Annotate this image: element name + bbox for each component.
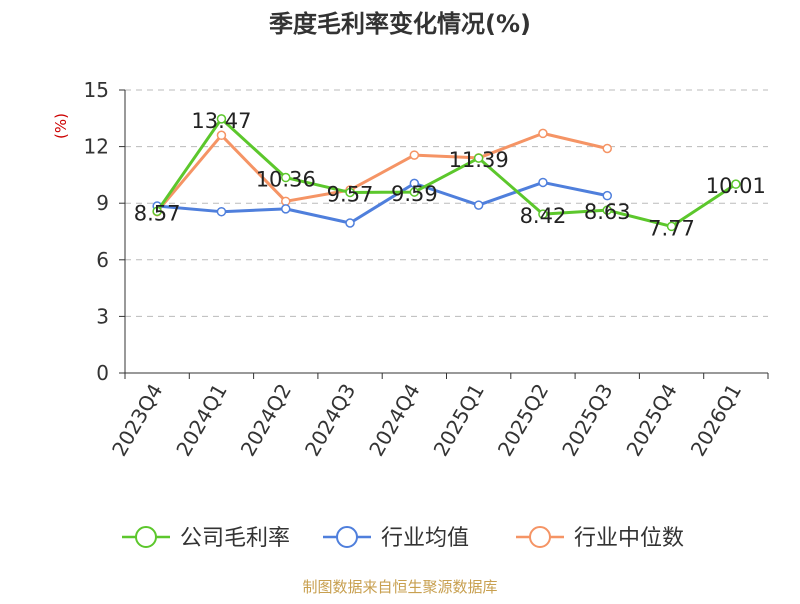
legend-marker <box>135 526 157 548</box>
data-label: 7.77 <box>648 216 695 240</box>
data-point[interactable] <box>666 221 677 232</box>
data-point[interactable] <box>216 130 227 141</box>
y-tick-label: 6 <box>96 248 109 272</box>
y-tick-label: 0 <box>96 361 109 385</box>
data-point[interactable] <box>473 153 484 163</box>
series-line-0 <box>155 117 737 228</box>
legend-label: 行业中位数 <box>574 526 684 551</box>
grid-lines <box>125 89 768 317</box>
x-tick-label: 2025Q3 <box>557 380 617 461</box>
data-label: 8.63 <box>584 200 631 224</box>
data-point[interactable] <box>409 150 420 160</box>
y-tick-label: 12 <box>84 135 109 159</box>
data-label: 8.57 <box>134 201 181 225</box>
data-label: 10.01 <box>706 174 766 198</box>
data-point[interactable] <box>216 114 227 124</box>
data-point[interactable] <box>345 187 355 198</box>
x-tick-label: 2024Q3 <box>300 380 360 461</box>
data-point[interactable] <box>602 205 612 215</box>
data-point[interactable] <box>281 172 291 183</box>
source-note: 制图数据来自恒生聚源数据库 <box>302 578 497 596</box>
x-tick-label: 2026Q1 <box>686 380 746 461</box>
legend-marker <box>529 526 551 548</box>
data-point[interactable] <box>602 143 612 154</box>
data-point[interactable] <box>538 128 548 139</box>
data-point[interactable] <box>538 209 548 219</box>
data-label: 11.39 <box>449 148 509 172</box>
legend-item-2[interactable]: 行业中位数 <box>516 526 684 551</box>
legend-marker <box>336 526 358 548</box>
x-tick-label: 2023Q4 <box>107 380 167 461</box>
data-point[interactable] <box>538 177 548 188</box>
data-label: 13.47 <box>191 109 251 133</box>
chart-title: 季度毛利率变化情况(%) <box>269 10 531 38</box>
x-tick-label: 2025Q1 <box>429 380 489 461</box>
legend[interactable]: 公司毛利率 行业均值 行业中位数 <box>122 526 684 551</box>
x-tick-label: 2024Q1 <box>171 380 231 461</box>
data-point[interactable] <box>602 190 612 201</box>
legend-label: 公司毛利率 <box>180 526 290 551</box>
data-label: 9.57 <box>327 182 374 206</box>
series-line-2 <box>156 131 608 213</box>
legend-label: 行业均值 <box>381 526 469 551</box>
series-line-1 <box>157 180 608 225</box>
y-tick-label: 9 <box>96 191 109 215</box>
data-point[interactable] <box>152 206 162 217</box>
data-label: 8.42 <box>520 204 567 228</box>
data-point[interactable] <box>216 206 227 217</box>
x-tick-label: 2024Q4 <box>364 380 424 461</box>
data-label: 10.36 <box>256 168 316 192</box>
legend-item-1[interactable]: 行业均值 <box>323 526 469 551</box>
data-label: 9.59 <box>391 182 438 206</box>
data-labels: 8.57 13.47 10.36 9.57 9.59 11.39 8.42 8.63 7.77 1… <box>134 109 766 241</box>
data-point[interactable] <box>473 200 484 210</box>
x-tick-label: 2025Q2 <box>493 380 553 461</box>
data-point[interactable] <box>345 218 355 228</box>
y-tick-label: 3 <box>96 304 109 328</box>
x-tick-label: 2024Q2 <box>236 380 296 461</box>
data-point[interactable] <box>281 204 291 214</box>
legend-item-0[interactable]: 公司毛利率 <box>122 526 290 551</box>
y-tick-label: 15 <box>84 78 109 102</box>
series-lines <box>152 114 741 232</box>
data-point[interactable] <box>731 179 741 189</box>
x-tick-label: 2025Q4 <box>621 380 681 461</box>
data-point[interactable] <box>409 187 420 197</box>
y-axis-label: (%) <box>52 113 70 139</box>
